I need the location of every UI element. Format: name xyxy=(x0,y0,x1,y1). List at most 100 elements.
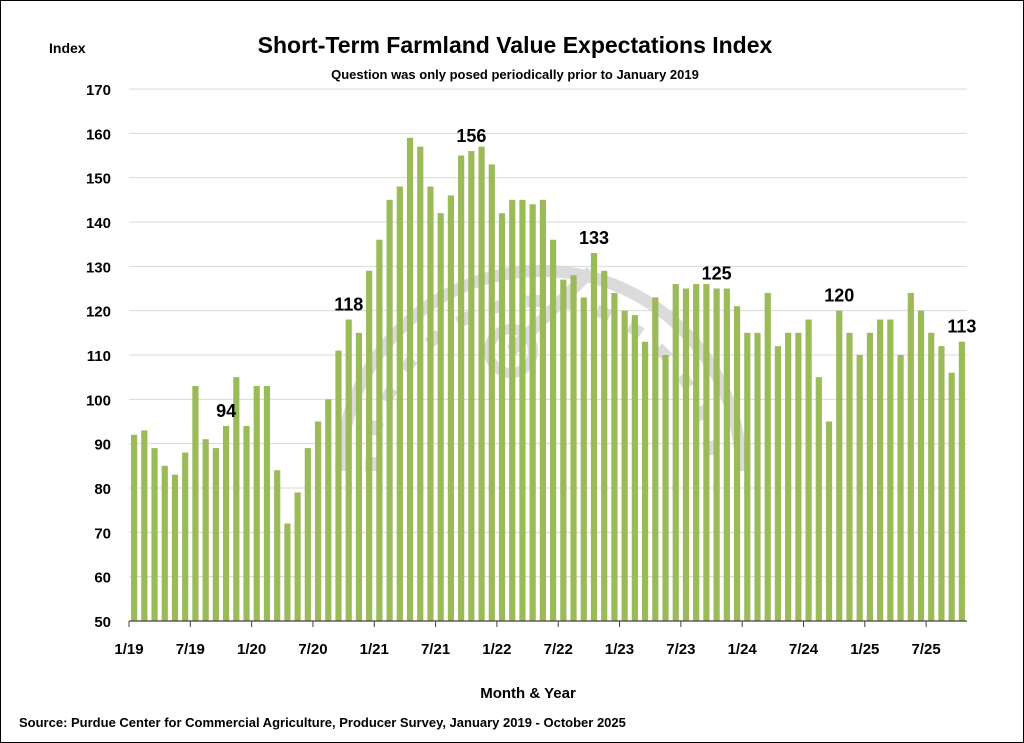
bar xyxy=(601,270,608,621)
bar xyxy=(897,355,904,621)
bar xyxy=(182,452,189,621)
bar xyxy=(386,199,393,622)
bar xyxy=(222,425,230,621)
bar xyxy=(366,270,373,621)
bar xyxy=(539,199,546,622)
y-tick-label: 70 xyxy=(94,525,111,542)
x-tick-label: 1/24 xyxy=(728,641,758,658)
x-tick-label: 1/19 xyxy=(114,641,143,658)
bar xyxy=(560,279,567,621)
x-tick-label: 7/23 xyxy=(666,641,695,658)
bar xyxy=(785,332,792,621)
bar xyxy=(468,151,475,622)
bar xyxy=(815,377,822,621)
bar xyxy=(928,332,935,621)
bar xyxy=(314,421,322,621)
bar xyxy=(744,332,751,621)
bar xyxy=(396,186,403,622)
data-label: 156 xyxy=(456,126,486,146)
y-axis-label: Index xyxy=(49,40,86,56)
bar xyxy=(355,332,363,621)
data-label: 94 xyxy=(216,401,236,421)
bar xyxy=(764,292,771,621)
bar xyxy=(284,523,291,621)
x-tick-label: 7/25 xyxy=(912,641,941,658)
bar xyxy=(263,386,271,621)
bar xyxy=(570,275,577,621)
bar xyxy=(171,474,179,621)
bar xyxy=(488,164,495,621)
bar xyxy=(335,350,342,621)
bar xyxy=(877,319,884,621)
bar xyxy=(641,341,649,621)
y-tick-label: 130 xyxy=(86,259,111,276)
data-label: 118 xyxy=(334,295,363,315)
chart-subtitle: Question was only posed periodically pri… xyxy=(331,67,699,82)
bar xyxy=(948,372,955,621)
bar xyxy=(233,377,240,621)
bar xyxy=(795,332,802,621)
x-tick-label: 7/22 xyxy=(544,641,573,658)
bar xyxy=(713,288,720,621)
bar xyxy=(621,310,628,621)
y-tick-label: 50 xyxy=(94,614,111,631)
bar xyxy=(672,284,679,621)
bar xyxy=(693,284,700,621)
bar xyxy=(376,239,383,621)
bar xyxy=(161,465,168,621)
bar xyxy=(846,332,853,621)
y-tick-label: 140 xyxy=(86,215,111,232)
bar xyxy=(325,399,332,621)
bar xyxy=(519,199,526,622)
bar xyxy=(652,297,659,621)
bar xyxy=(529,204,536,621)
bar xyxy=(550,239,557,621)
bar xyxy=(294,492,301,621)
bar xyxy=(733,306,741,621)
bar xyxy=(141,430,148,621)
x-tick-label: 7/21 xyxy=(421,641,450,658)
bar xyxy=(478,146,485,621)
bar xyxy=(417,146,424,621)
bar xyxy=(304,448,311,621)
bar xyxy=(345,319,352,621)
data-label: 113 xyxy=(947,317,976,337)
bar xyxy=(825,421,833,621)
bar xyxy=(887,319,894,621)
bar xyxy=(509,199,516,622)
bar xyxy=(917,310,925,621)
x-tick-label: 1/23 xyxy=(605,641,634,658)
bar xyxy=(662,355,669,621)
bar xyxy=(458,155,465,621)
bar xyxy=(682,288,690,621)
y-tick-label: 100 xyxy=(86,392,111,409)
bar xyxy=(437,213,444,621)
bar xyxy=(611,292,618,621)
bar xyxy=(447,195,455,621)
bar xyxy=(212,448,219,621)
x-tick-label: 7/24 xyxy=(789,641,819,658)
y-tick-label: 120 xyxy=(86,304,111,321)
bar xyxy=(723,288,730,621)
x-tick-label: 1/25 xyxy=(850,641,879,658)
x-tick-label: 7/19 xyxy=(176,641,205,658)
data-label: 120 xyxy=(824,286,854,306)
y-tick-label: 110 xyxy=(87,348,111,365)
bar xyxy=(427,186,434,622)
bar xyxy=(406,137,414,621)
y-tick-label: 160 xyxy=(86,126,111,143)
bar xyxy=(703,284,710,621)
x-axis-label: Month & Year xyxy=(480,685,576,702)
data-label: 133 xyxy=(579,228,609,248)
bar xyxy=(590,253,598,622)
y-tick-label: 60 xyxy=(94,570,111,587)
bar xyxy=(836,310,843,621)
y-tick-label: 170 xyxy=(86,82,111,99)
bar xyxy=(774,346,782,621)
bar xyxy=(192,386,199,621)
bar xyxy=(805,319,812,621)
chart-title: Short-Term Farmland Value Expectations I… xyxy=(258,32,773,58)
bar xyxy=(274,470,281,621)
